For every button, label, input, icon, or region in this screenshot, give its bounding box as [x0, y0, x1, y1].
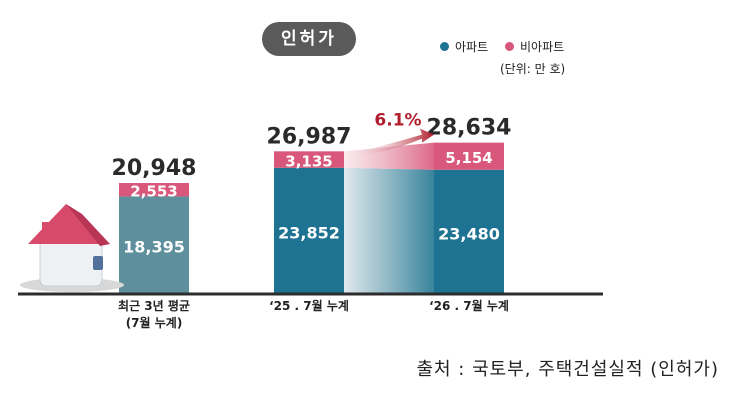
permit-badge: 인허가 — [262, 22, 356, 56]
bar-non-apartment — [119, 183, 189, 197]
legend-apartment: 아파트 — [440, 38, 488, 55]
bar-apartment — [119, 196, 189, 293]
bar-apartment — [274, 167, 344, 293]
legend-non-apartment: 비아파트 — [505, 38, 564, 55]
value-label-non-apartment: 3,135 — [285, 153, 332, 171]
legend-apartment-swatch — [440, 42, 449, 51]
value-label-non-apartment: 2,553 — [130, 183, 177, 201]
legend-non-apartment-swatch — [505, 42, 514, 51]
house-illustration — [20, 204, 124, 292]
growth-bridge-top — [344, 142, 434, 170]
growth-rate-label: 6.1% — [374, 110, 421, 130]
house-roof-side — [66, 204, 110, 246]
legend-non-apartment-label: 비아파트 — [520, 40, 565, 54]
value-label-apartment: 23,852 — [278, 223, 340, 242]
value-label-apartment: 18,395 — [123, 238, 185, 257]
x-axis-tick-label: (7월 누계) — [126, 315, 183, 330]
unit-label: (단위: 만 호) — [500, 62, 566, 76]
legend-apartment-label: 아파트 — [455, 40, 489, 54]
value-label-apartment: 23,480 — [438, 224, 500, 243]
x-axis-tick-label: 최근 3년 평균 — [118, 298, 190, 313]
growth-arrow — [344, 128, 434, 160]
bar-non-apartment — [434, 142, 504, 170]
house-window — [93, 256, 103, 270]
source-note: 출처 : 국토부, 주택건설실적 (인허가) — [416, 359, 719, 380]
house-body — [39, 239, 103, 287]
total-label: 26,987 — [267, 124, 352, 149]
x-axis-tick-label: ‘26 . 7월 누계 — [429, 298, 509, 313]
bar-non-apartment — [274, 151, 344, 168]
total-label: 28,634 — [427, 116, 512, 141]
total-label: 20,948 — [112, 156, 197, 181]
x-axis-tick-label: ‘25 . 7월 누계 — [269, 298, 349, 313]
value-label-non-apartment: 5,154 — [445, 149, 492, 167]
house-chimney — [42, 222, 53, 236]
bar-apartment — [434, 169, 504, 293]
growth-bridge — [344, 167, 434, 293]
